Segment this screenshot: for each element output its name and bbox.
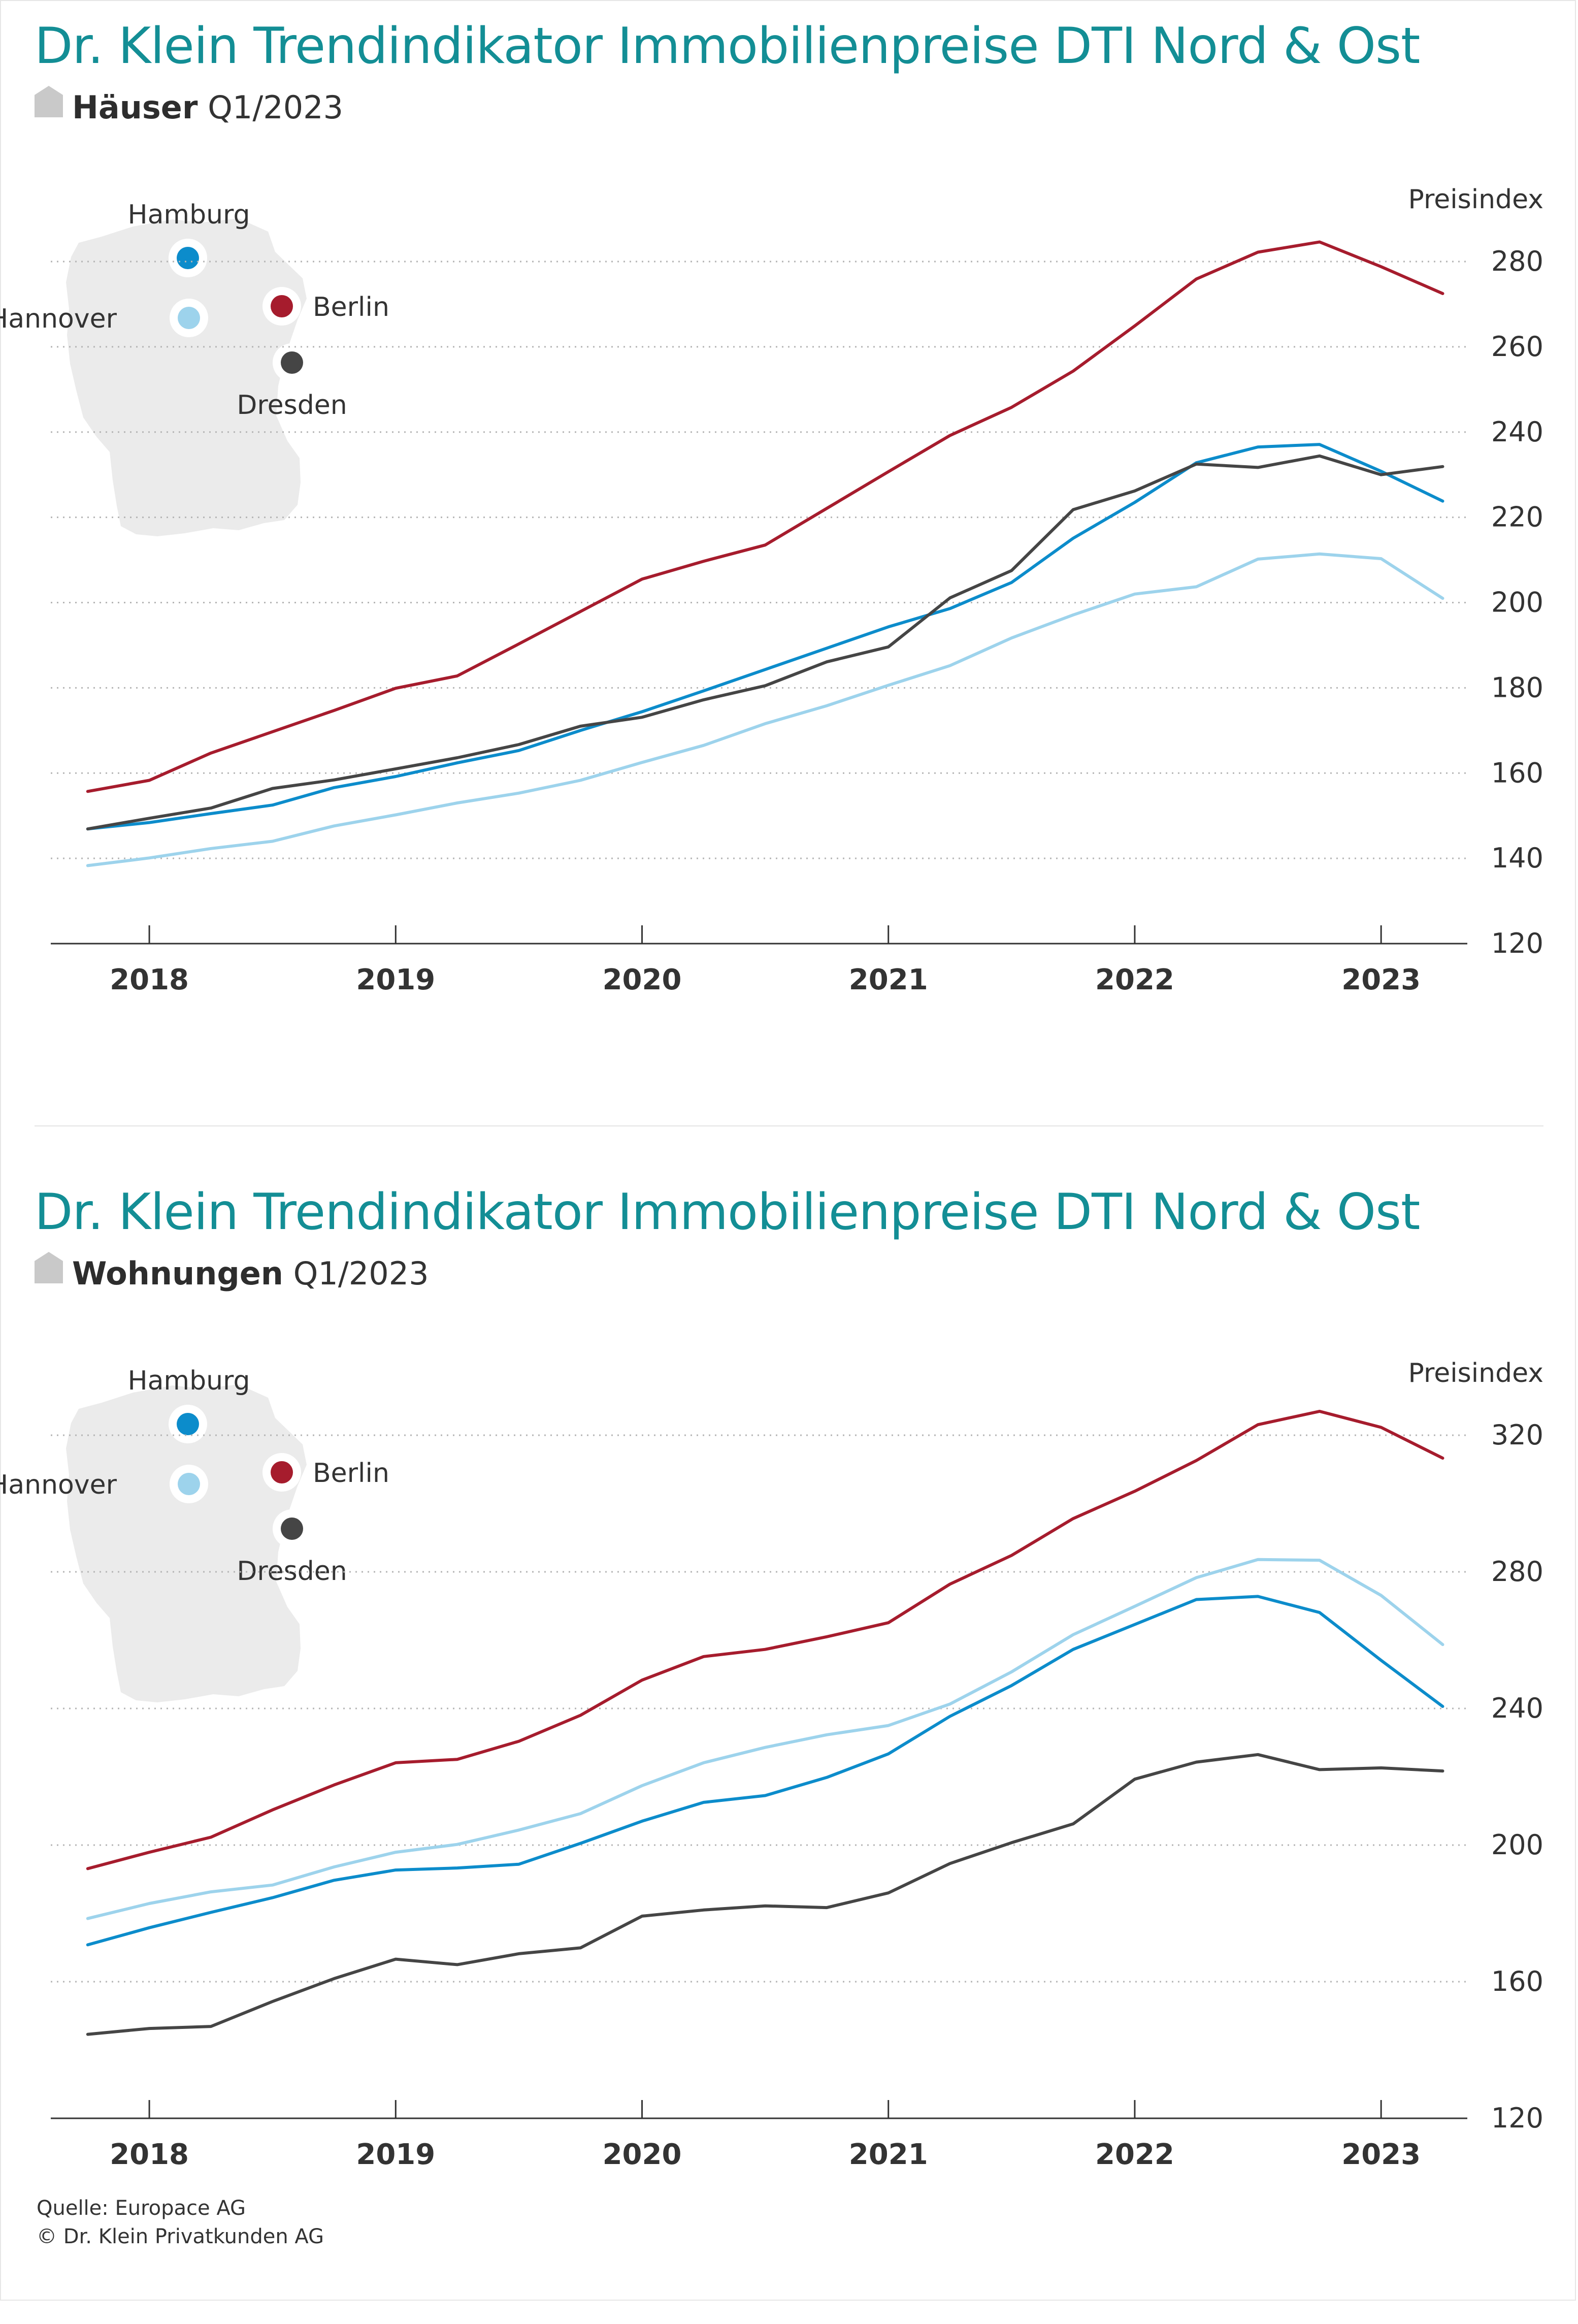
y-tick-label: 120	[1491, 2102, 1543, 2134]
x-tick-label: 2018	[110, 2138, 189, 2171]
subtitle-category: Häuser	[72, 89, 198, 126]
panel-divider	[35, 1125, 1543, 1126]
x-tick-label: 2023	[1341, 2138, 1421, 2171]
y-tick-label: 240	[1491, 416, 1543, 448]
subtitle-period: Q1/2023	[293, 1255, 429, 1292]
line-chart-houses: Hamburg Hannover Berlin Dresden 120 140 160 18…	[0, 184, 1543, 996]
x-tick-label: 2022	[1095, 963, 1174, 996]
germany-map	[66, 218, 307, 536]
line-chart-apartments: Hamburg Hannover Berlin Dresden 120 160 200 24…	[0, 1358, 1543, 2171]
series-line-hamburg	[86, 443, 1444, 831]
series-line-hannover	[86, 1558, 1444, 1920]
house-icon	[35, 86, 63, 125]
y-tick-label: 180	[1491, 671, 1543, 703]
y-tick-label: 260	[1491, 331, 1543, 363]
city-label-dresden: Dresden	[237, 390, 347, 421]
city-label-hamburg: Hamburg	[127, 200, 250, 230]
city-label-berlin: Berlin	[313, 1458, 389, 1489]
city-marker-berlin	[271, 1461, 293, 1483]
x-tick-label: 2021	[849, 963, 928, 996]
chart-subtitle: Häuser Q1/2023	[35, 86, 344, 129]
chart-title: Dr. Klein Trendindikator Immobilienpreis…	[35, 17, 1420, 75]
chart-title: Dr. Klein Trendindikator Immobilienpreis…	[35, 1183, 1420, 1241]
series-line-dresden	[86, 454, 1444, 831]
city-label-dresden: Dresden	[237, 1556, 347, 1587]
y-tick-label: 240	[1491, 1692, 1543, 1724]
subtitle-period: Q1/2023	[208, 89, 344, 126]
y-tick-label: 120	[1491, 927, 1543, 959]
city-label-berlin: Berlin	[313, 292, 389, 322]
subtitle-category: Wohnungen	[72, 1255, 283, 1292]
y-tick-label: 200	[1491, 1829, 1543, 1861]
house-icon	[35, 1252, 63, 1291]
series-line-hamburg	[86, 1595, 1444, 1947]
source-line: Quelle: Europace AG	[37, 2197, 246, 2220]
x-tick-label: 2018	[110, 963, 189, 996]
y-tick-label: 280	[1491, 245, 1543, 277]
city-marker-hamburg	[177, 247, 199, 269]
city-marker-dresden	[281, 351, 303, 374]
series-line-hannover	[86, 552, 1444, 867]
series-line-dresden	[86, 1753, 1444, 2036]
x-tick-label: 2023	[1341, 963, 1421, 996]
copyright-line: © Dr. Klein Privatkunden AG	[37, 2225, 324, 2248]
x-tick-label: 2022	[1095, 2138, 1174, 2171]
city-marker-hannover	[178, 307, 200, 329]
x-tick-label: 2019	[356, 2138, 435, 2171]
city-marker-hannover	[178, 1473, 200, 1495]
y-tick-label: 160	[1491, 1965, 1543, 1997]
city-label-hamburg: Hamburg	[127, 1366, 250, 1396]
y-tick-label: 160	[1491, 757, 1543, 789]
series-line-berlin	[86, 240, 1444, 793]
y-tick-label: 140	[1491, 842, 1543, 874]
city-marker-dresden	[281, 1518, 303, 1540]
x-tick-label: 2021	[849, 2138, 928, 2171]
y-axis-title: Preisindex	[1408, 1358, 1543, 1389]
y-tick-label: 320	[1491, 1419, 1543, 1451]
city-marker-berlin	[271, 295, 293, 317]
city-label-hannover: Hannover	[0, 1470, 117, 1500]
chart-panel-houses: Dr. Klein Trendindikator Immobilienpreis…	[0, 0, 1578, 1158]
chart-panel-apartments: Dr. Klein Trendindikator Immobilienpreis…	[0, 1166, 1578, 2324]
chart-subtitle: Wohnungen Q1/2023	[35, 1252, 429, 1295]
y-tick-label: 280	[1491, 1556, 1543, 1588]
x-tick-label: 2020	[603, 2138, 682, 2171]
y-axis-title: Preisindex	[1408, 184, 1543, 215]
x-tick-label: 2019	[356, 963, 435, 996]
germany-map	[66, 1384, 307, 1702]
city-label-hannover: Hannover	[0, 304, 117, 334]
y-tick-label: 220	[1491, 501, 1543, 533]
y-tick-label: 200	[1491, 587, 1543, 619]
city-marker-hamburg	[177, 1413, 199, 1435]
series-line-berlin	[86, 1409, 1444, 1870]
source-note: Quelle: Europace AG © Dr. Klein Privatku…	[37, 2194, 324, 2251]
x-tick-label: 2020	[603, 963, 682, 996]
